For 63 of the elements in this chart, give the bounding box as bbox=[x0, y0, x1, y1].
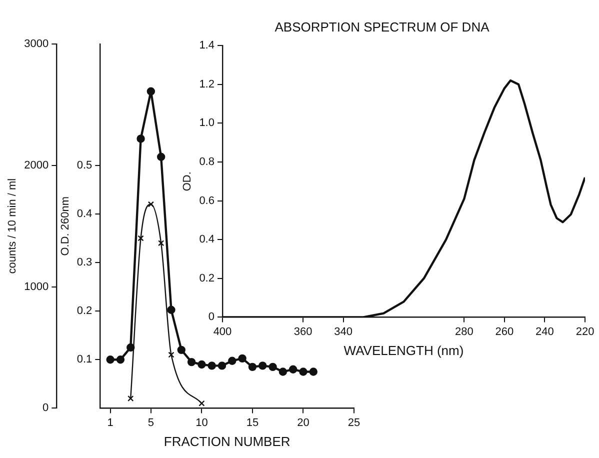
y-axis-title: OD. bbox=[182, 172, 194, 192]
y-tick-label: 0.6 bbox=[199, 194, 214, 207]
point bbox=[198, 400, 205, 406]
x-tick-label: 1 bbox=[107, 416, 114, 429]
point bbox=[268, 362, 277, 372]
y-tick-label: 1.2 bbox=[199, 78, 214, 90]
point bbox=[309, 368, 318, 376]
x-tick-label: 340 bbox=[334, 326, 353, 338]
point bbox=[288, 365, 298, 374]
y2-tick-label: 0.1 bbox=[76, 354, 92, 366]
x-tick-label: 20 bbox=[297, 416, 310, 429]
x-tick-label: 260 bbox=[495, 326, 514, 338]
point bbox=[258, 362, 267, 370]
x-tick-label: 240 bbox=[536, 326, 554, 338]
point bbox=[228, 356, 236, 365]
x-axis-title: FRACTION NUMBER bbox=[164, 434, 290, 449]
x-tick-label: 15 bbox=[246, 416, 259, 429]
y-tick-label: 3000 bbox=[24, 38, 49, 50]
point bbox=[146, 87, 156, 96]
y-tick-label: 1000 bbox=[24, 280, 49, 293]
x-tick-label: 5 bbox=[148, 416, 154, 429]
point bbox=[148, 201, 154, 208]
x-tick-label: 10 bbox=[196, 416, 208, 429]
x-tick-label: 280 bbox=[454, 326, 474, 338]
point bbox=[106, 356, 114, 364]
y-tick-label: 0.2 bbox=[199, 272, 214, 284]
point bbox=[177, 346, 186, 354]
chart-title: ABSORPTION SPECTRUM OF DNA bbox=[274, 19, 490, 34]
point bbox=[187, 358, 196, 366]
y-axis-title: counts / 10 min / ml bbox=[6, 178, 19, 274]
y-tick-label: 1.4 bbox=[199, 40, 214, 52]
point bbox=[138, 235, 144, 242]
y-tick-label: 0.4 bbox=[199, 234, 214, 246]
y-tick-label: 0 bbox=[42, 402, 49, 414]
point bbox=[167, 306, 176, 314]
y2-tick-label: 0.2 bbox=[76, 305, 92, 318]
point bbox=[128, 395, 134, 402]
y-tick-label: 0 bbox=[208, 311, 214, 324]
point bbox=[238, 354, 246, 363]
point bbox=[248, 362, 257, 372]
y-tick-label: 0.8 bbox=[199, 156, 214, 168]
point bbox=[208, 362, 216, 370]
point bbox=[278, 368, 288, 376]
x-tick-label: 25 bbox=[348, 416, 360, 429]
x-tick-label: 220 bbox=[576, 326, 594, 338]
y2-tick-label: 0.5 bbox=[76, 159, 92, 172]
point bbox=[136, 134, 145, 143]
point bbox=[158, 240, 164, 246]
y2-tick-label: 0.4 bbox=[76, 208, 92, 220]
point bbox=[218, 362, 226, 370]
y-tick-label: 2000 bbox=[24, 159, 49, 172]
point bbox=[156, 152, 166, 161]
point bbox=[126, 343, 135, 352]
y2-tick-label: 0.3 bbox=[76, 256, 92, 269]
point bbox=[198, 360, 206, 369]
y-tick-label: 1.0 bbox=[199, 117, 214, 130]
x-tick-label: 400 bbox=[213, 326, 232, 338]
point bbox=[116, 356, 125, 364]
x-axis-title: WAVELENGTH (nm) bbox=[344, 342, 464, 358]
point bbox=[168, 352, 174, 358]
point bbox=[299, 368, 308, 376]
x-tick-label: 360 bbox=[294, 326, 312, 338]
y2-axis-title: O.D. 260nm bbox=[59, 196, 72, 256]
